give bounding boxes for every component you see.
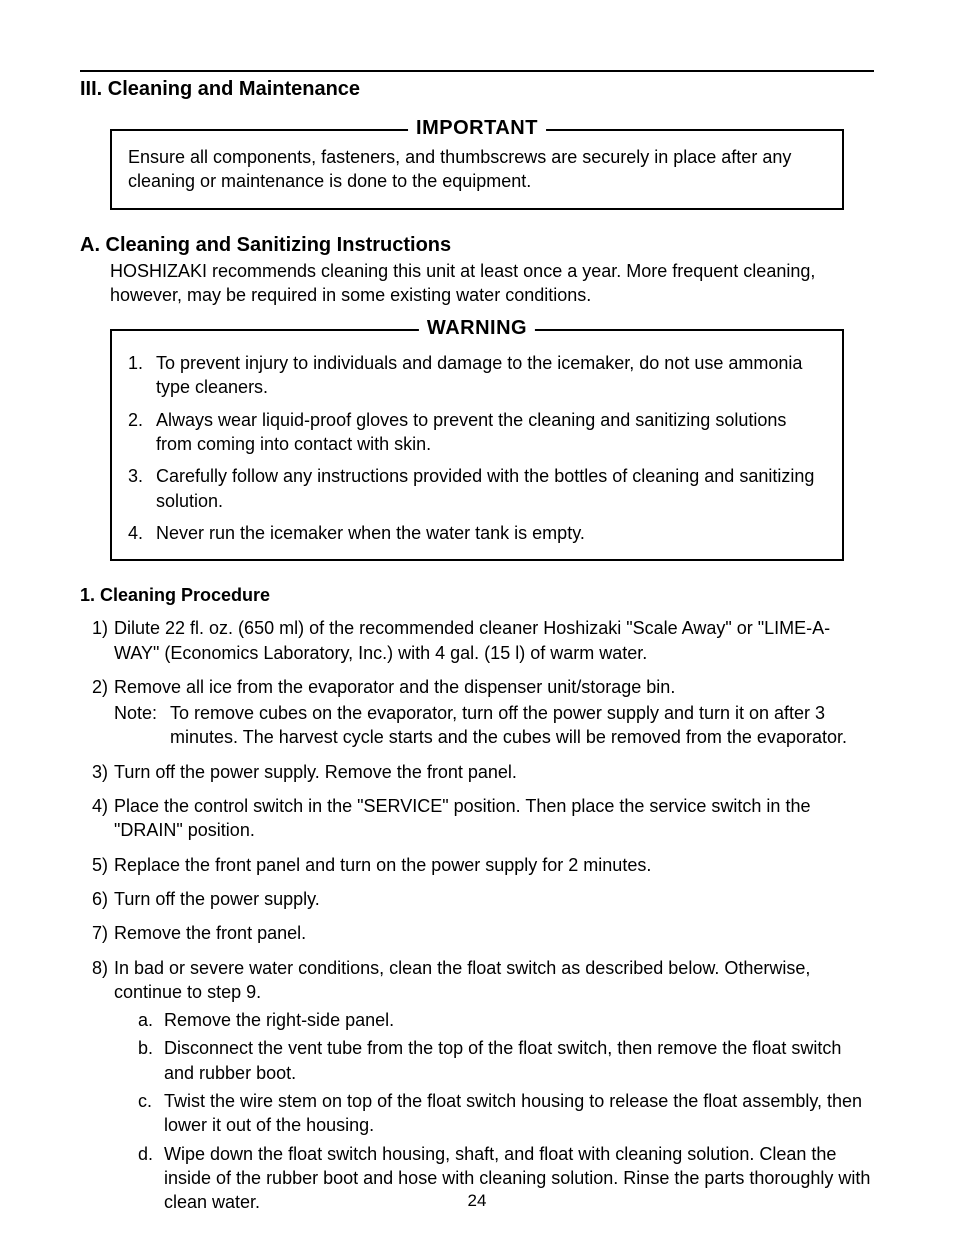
procedure-step: 7) Remove the front panel. [80, 921, 874, 945]
sub-steps: a. Remove the right-side panel. b. Disco… [138, 1008, 874, 1214]
step-body: Remove all ice from the evaporator and t… [114, 675, 874, 750]
sub-step-text: Disconnect the vent tube from the top of… [164, 1036, 874, 1085]
procedure-step: 1) Dilute 22 fl. oz. (650 ml) of the rec… [80, 616, 874, 665]
subsection-a-intro: HOSHIZAKI recommends cleaning this unit … [110, 259, 844, 308]
warning-number: 1. [128, 351, 150, 400]
warning-number: 2. [128, 408, 150, 457]
procedure-step: 4) Place the control switch in the "SERV… [80, 794, 874, 843]
step-body: Turn off the power supply. Remove the fr… [114, 760, 874, 784]
section-heading: III. Cleaning and Maintenance [80, 78, 874, 101]
step-text: Remove all ice from the evaporator and t… [114, 677, 675, 697]
sub-step-letter: a. [138, 1008, 158, 1032]
step-number: 3) [80, 760, 108, 784]
important-box: IMPORTANT Ensure all components, fastene… [110, 129, 844, 210]
warning-item: 1. To prevent injury to individuals and … [128, 351, 826, 400]
warning-number: 4. [128, 521, 150, 545]
step-note: Note: To remove cubes on the evaporator,… [114, 701, 874, 750]
warning-text: Carefully follow any instructions provid… [156, 464, 826, 513]
step-text: Turn off the power supply. Remove the fr… [114, 762, 517, 782]
warning-text: Always wear liquid-proof gloves to preve… [156, 408, 826, 457]
page-number: 24 [0, 1191, 954, 1211]
step-text: Turn off the power supply. [114, 889, 320, 909]
step-body: Remove the front panel. [114, 921, 874, 945]
warning-number: 3. [128, 464, 150, 513]
sub-step-text: Remove the right-side panel. [164, 1008, 874, 1032]
sub-step-letter: c. [138, 1089, 158, 1138]
step-body: In bad or severe water conditions, clean… [114, 956, 874, 1219]
sub-step-letter: b. [138, 1036, 158, 1085]
step-number: 8) [80, 956, 108, 1219]
step-text: Dilute 22 fl. oz. (650 ml) of the recomm… [114, 618, 830, 662]
warning-item: 2. Always wear liquid-proof gloves to pr… [128, 408, 826, 457]
step-text: Remove the front panel. [114, 923, 306, 943]
sub-step: c. Twist the wire stem on top of the flo… [138, 1089, 874, 1138]
step-body: Turn off the power supply. [114, 887, 874, 911]
note-label: Note: [114, 701, 164, 750]
note-text: To remove cubes on the evaporator, turn … [170, 701, 874, 750]
sub-step: a. Remove the right-side panel. [138, 1008, 874, 1032]
document-page: III. Cleaning and Maintenance IMPORTANT … [0, 0, 954, 1235]
warning-text: To prevent injury to individuals and dam… [156, 351, 826, 400]
step-number: 4) [80, 794, 108, 843]
step-body: Place the control switch in the "SERVICE… [114, 794, 874, 843]
subsection-a-heading: A. Cleaning and Sanitizing Instructions [80, 234, 874, 257]
procedure-list: 1) Dilute 22 fl. oz. (650 ml) of the rec… [80, 616, 874, 1218]
warning-legend: WARNING [419, 317, 535, 340]
step-text: In bad or severe water conditions, clean… [114, 958, 810, 1002]
step-text: Replace the front panel and turn on the … [114, 855, 651, 875]
procedure-step: 3) Turn off the power supply. Remove the… [80, 760, 874, 784]
step-number: 6) [80, 887, 108, 911]
step-number: 2) [80, 675, 108, 750]
important-legend: IMPORTANT [408, 117, 546, 140]
procedure-heading: 1. Cleaning Procedure [80, 585, 874, 606]
important-text: Ensure all components, fasteners, and th… [128, 145, 826, 194]
procedure-step: 6) Turn off the power supply. [80, 887, 874, 911]
step-number: 7) [80, 921, 108, 945]
step-number: 5) [80, 853, 108, 877]
warning-box: WARNING 1. To prevent injury to individu… [110, 329, 844, 561]
sub-step: b. Disconnect the vent tube from the top… [138, 1036, 874, 1085]
procedure-step: 8) In bad or severe water conditions, cl… [80, 956, 874, 1219]
procedure-step: 5) Replace the front panel and turn on t… [80, 853, 874, 877]
warning-item: 4. Never run the icemaker when the water… [128, 521, 826, 545]
procedure-step: 2) Remove all ice from the evaporator an… [80, 675, 874, 750]
step-body: Replace the front panel and turn on the … [114, 853, 874, 877]
warning-text: Never run the icemaker when the water ta… [156, 521, 585, 545]
step-text: Place the control switch in the "SERVICE… [114, 796, 810, 840]
step-body: Dilute 22 fl. oz. (650 ml) of the recomm… [114, 616, 874, 665]
step-number: 1) [80, 616, 108, 665]
warning-list: 1. To prevent injury to individuals and … [128, 351, 826, 545]
sub-step-text: Twist the wire stem on top of the float … [164, 1089, 874, 1138]
warning-item: 3. Carefully follow any instructions pro… [128, 464, 826, 513]
top-rule [80, 70, 874, 72]
